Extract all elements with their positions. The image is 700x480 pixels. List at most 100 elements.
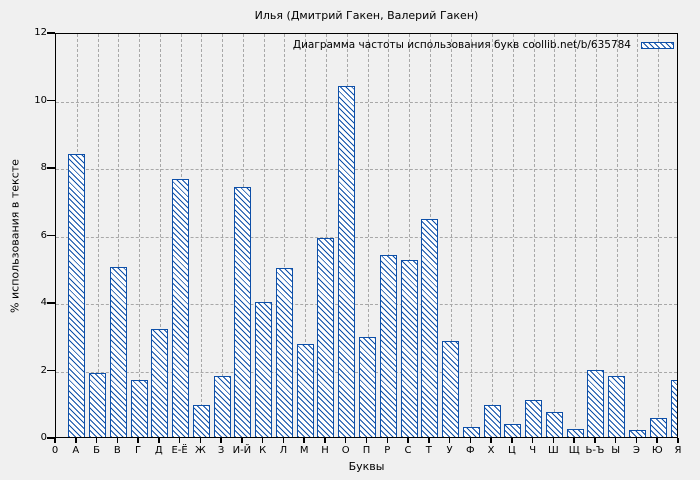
x-tick-Ж <box>199 438 202 443</box>
gridline-v-11 <box>284 34 286 437</box>
gridline-v-5 <box>159 34 161 437</box>
gridline-v-29 <box>658 34 660 437</box>
y-tick-label-8: 8 <box>40 162 47 173</box>
gridline-h-10 <box>56 101 677 103</box>
x-tick-label-Д: Д <box>154 445 163 456</box>
x-tick-Ф <box>469 438 472 443</box>
bar-Ы <box>608 376 626 437</box>
x-tick-label-В: В <box>113 445 121 456</box>
gridline-v-13 <box>325 34 327 437</box>
gridline-h-6 <box>56 236 677 238</box>
x-tick-label-0: 0 <box>51 445 59 456</box>
x-tick-А <box>75 438 77 443</box>
bar-Е-Ё <box>172 178 190 437</box>
gridline-v-28 <box>637 34 639 437</box>
y-tick-0 <box>47 437 55 439</box>
x-tick-label-А: А <box>72 445 80 456</box>
y-tick-label-12: 12 <box>34 27 47 38</box>
x-tick-С <box>407 438 409 443</box>
y-tick-6 <box>47 234 55 237</box>
bar-К <box>255 302 273 437</box>
x-tick-Ь-Ъ <box>594 438 596 443</box>
gridline-v-20 <box>471 34 473 437</box>
x-tick-label-З: З <box>217 445 225 456</box>
y-tick-2 <box>47 369 55 372</box>
gridline-v-7 <box>201 34 203 437</box>
x-tick-label-О: О <box>341 445 350 456</box>
gridline-v-19 <box>450 34 452 437</box>
bar-Ц <box>504 423 522 437</box>
gridline-v-25 <box>575 34 577 437</box>
bar-М <box>296 344 314 437</box>
x-tick-З <box>220 438 222 443</box>
x-tick-label-И-Й: И-Й <box>232 445 252 456</box>
y-tick-8 <box>47 167 55 169</box>
x-tick-Т <box>428 438 430 443</box>
x-tick-Ц <box>511 438 513 443</box>
x-tick-label-Р: Р <box>384 445 391 456</box>
bar-У <box>442 340 460 437</box>
bar-Л <box>275 268 293 437</box>
x-tick-Ю <box>656 438 658 443</box>
x-tick-label-У: У <box>446 445 453 456</box>
x-tick-Е-Ё <box>178 438 181 443</box>
bar-Д <box>151 329 169 437</box>
x-tick-label-Ж: Ж <box>194 445 206 456</box>
x-tick-П <box>365 438 368 443</box>
x-tick-label-Щ: Щ <box>568 445 580 456</box>
x-tick-label-Л: Л <box>279 445 288 456</box>
x-tick-label-Н: Н <box>321 445 329 456</box>
plot-area: Диаграмма частоты использования букв coo… <box>55 33 678 438</box>
bar-Т <box>421 219 439 437</box>
x-tick-К <box>261 438 264 443</box>
x-tick-У <box>448 438 451 443</box>
bar-Я <box>670 379 677 437</box>
bar-Б <box>89 372 107 437</box>
chart-title: Илья (Дмитрий Гакен, Валерий Гакен) <box>254 9 479 22</box>
bar-Ь-Ъ <box>587 369 605 437</box>
gridline-v-8 <box>222 34 224 437</box>
x-tick-М <box>303 438 305 443</box>
bar-Ж <box>192 404 210 437</box>
bar-Х <box>483 404 501 437</box>
x-tick-Ш <box>552 438 555 443</box>
gridline-v-16 <box>388 34 390 437</box>
x-tick-И-Й <box>241 438 243 443</box>
x-tick-label-Ч: Ч <box>529 445 537 456</box>
x-tick-Я <box>677 438 679 443</box>
x-tick-Ы <box>614 438 617 443</box>
bar-О <box>338 86 356 437</box>
gridline-v-26 <box>595 34 597 437</box>
x-tick-Л <box>282 438 285 443</box>
x-tick-label-Е-Ё: Е-Ё <box>171 445 188 456</box>
x-tick-В <box>116 438 119 443</box>
x-tick-label-Г: Г <box>135 445 142 456</box>
x-tick-0 <box>54 438 56 443</box>
bar-Ч <box>525 399 543 437</box>
bar-Ю <box>649 418 667 437</box>
gridline-v-21 <box>492 34 494 437</box>
gridline-v-4 <box>139 34 141 437</box>
bar-Ф <box>462 426 480 437</box>
x-tick-label-Ю: Ю <box>651 445 663 456</box>
bar-Н <box>317 237 335 437</box>
y-tick-label-6: 6 <box>40 229 47 241</box>
x-tick-Х <box>490 438 492 443</box>
x-tick-label-К: К <box>259 445 267 456</box>
bar-З <box>213 376 231 437</box>
x-tick-Д <box>158 438 160 443</box>
gridline-v-24 <box>554 34 556 437</box>
bar-П <box>359 337 376 437</box>
y-tick-label-10: 10 <box>34 94 47 106</box>
x-tick-label-М: М <box>299 445 309 456</box>
gridline-v-2 <box>97 34 99 437</box>
legend: Диаграмма частоты использования букв coo… <box>293 39 674 51</box>
gridline-v-10 <box>263 34 265 437</box>
x-tick-label-Ф: Ф <box>466 445 475 456</box>
gridline-v-17 <box>409 34 411 437</box>
legend-hatch-swatch-icon <box>641 41 674 49</box>
gridline-h-4 <box>56 304 677 305</box>
gridline-v-3 <box>118 34 120 437</box>
y-tick-label-4: 4 <box>40 297 47 308</box>
x-tick-label-Т: Т <box>425 445 432 456</box>
